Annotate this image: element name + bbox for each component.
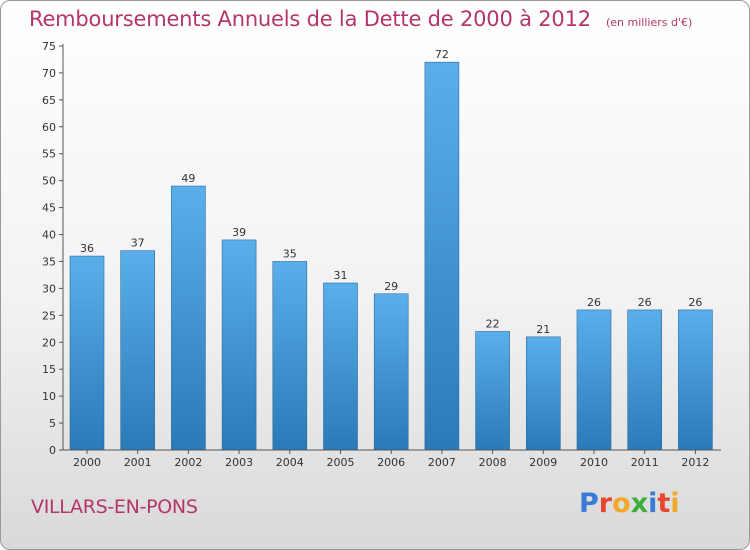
x-tick-label-2000: 2000 xyxy=(73,456,101,469)
brand-letter: o xyxy=(612,488,631,519)
bar-2005[interactable] xyxy=(323,282,358,451)
title-row: Remboursements Annuels de la Dette de 20… xyxy=(29,7,692,31)
brand-letter: P xyxy=(579,488,599,519)
x-tick-label-2002: 2002 xyxy=(174,456,202,469)
x-tick-label-2010: 2010 xyxy=(580,456,608,469)
brand-letter: t xyxy=(657,488,671,519)
y-tick-label: 10 xyxy=(42,390,56,403)
value-label-2005: 31 xyxy=(334,269,348,282)
value-label-2006: 29 xyxy=(384,280,398,293)
bar-2001[interactable] xyxy=(120,250,155,451)
y-tick-label: 65 xyxy=(42,94,56,107)
y-tick-label: 55 xyxy=(42,148,56,161)
x-tick-label-2009: 2009 xyxy=(529,456,557,469)
bar-2011[interactable] xyxy=(627,309,663,451)
y-tick-label: 50 xyxy=(42,175,56,188)
brand-letter: x xyxy=(630,488,649,519)
value-label-2004: 35 xyxy=(283,247,297,260)
x-tick-label-2007: 2007 xyxy=(428,456,456,469)
bar-2000[interactable] xyxy=(69,255,105,451)
x-tick-label-2004: 2004 xyxy=(276,456,304,469)
x-tick-label-2003: 2003 xyxy=(225,456,253,469)
x-tick-label-2012: 2012 xyxy=(681,456,709,469)
value-label-2012: 26 xyxy=(688,296,702,309)
x-tick-label-2011: 2011 xyxy=(631,456,659,469)
y-tick-label: 75 xyxy=(42,40,56,53)
bar-2002[interactable] xyxy=(171,185,206,451)
chart-subtitle: (en milliers d'€) xyxy=(606,16,693,29)
x-axis: 2000 2001 2002 2003 2004 2005 2006 2007 2008 2009… xyxy=(63,449,721,469)
value-label-2010: 26 xyxy=(587,296,601,309)
value-label-2008: 22 xyxy=(486,317,500,330)
bar-2009[interactable] xyxy=(525,336,561,451)
bar-2010[interactable] xyxy=(576,309,612,451)
bar-2007[interactable] xyxy=(424,61,460,451)
y-axis: 0 5 10 15 20 25 30 35 40 45 50 55 60 65 70 75 xyxy=(42,40,64,457)
y-tick-label: 25 xyxy=(42,309,56,322)
value-label-2003: 39 xyxy=(232,226,246,239)
chart-title: Remboursements Annuels de la Dette de 20… xyxy=(29,7,591,31)
y-tick-label: 40 xyxy=(42,229,56,242)
y-tick-label: 30 xyxy=(42,282,56,295)
y-tick-label: 0 xyxy=(49,444,56,457)
bar-2004[interactable] xyxy=(272,261,308,451)
y-tick-label: 35 xyxy=(42,255,56,268)
x-tick-label-2006: 2006 xyxy=(377,456,405,469)
value-label-2007: 72 xyxy=(435,48,449,61)
y-tick-label: 20 xyxy=(42,336,56,349)
bars: 36 37 49 39 35 31 29 72 22 21 26 26 26 xyxy=(69,48,713,451)
bar-2012[interactable] xyxy=(678,309,713,451)
brand-logo[interactable]: Proxiti xyxy=(579,488,680,519)
bar-2006[interactable] xyxy=(373,293,409,451)
y-tick-label: 5 xyxy=(49,417,56,430)
value-label-2001: 37 xyxy=(131,237,145,250)
x-tick-label-2005: 2005 xyxy=(327,456,355,469)
y-tick-label: 60 xyxy=(42,121,56,134)
brand-letter: i xyxy=(648,488,658,519)
value-label-2002: 49 xyxy=(181,172,195,185)
commune-name: VILLARS-EN-PONS xyxy=(31,496,198,518)
x-tick-label-2001: 2001 xyxy=(124,456,152,469)
value-label-2009: 21 xyxy=(536,323,550,336)
x-tick-label-2008: 2008 xyxy=(479,456,507,469)
value-label-2000: 36 xyxy=(80,242,94,255)
y-tick-label: 70 xyxy=(42,67,56,80)
value-label-2011: 26 xyxy=(638,296,652,309)
y-tick-label: 45 xyxy=(42,202,56,215)
bar-2003[interactable] xyxy=(221,239,257,451)
y-tick-label: 15 xyxy=(42,363,56,376)
bar-2008[interactable] xyxy=(475,331,510,451)
brand-letter: r xyxy=(598,488,613,519)
brand-letter: i xyxy=(670,488,680,519)
